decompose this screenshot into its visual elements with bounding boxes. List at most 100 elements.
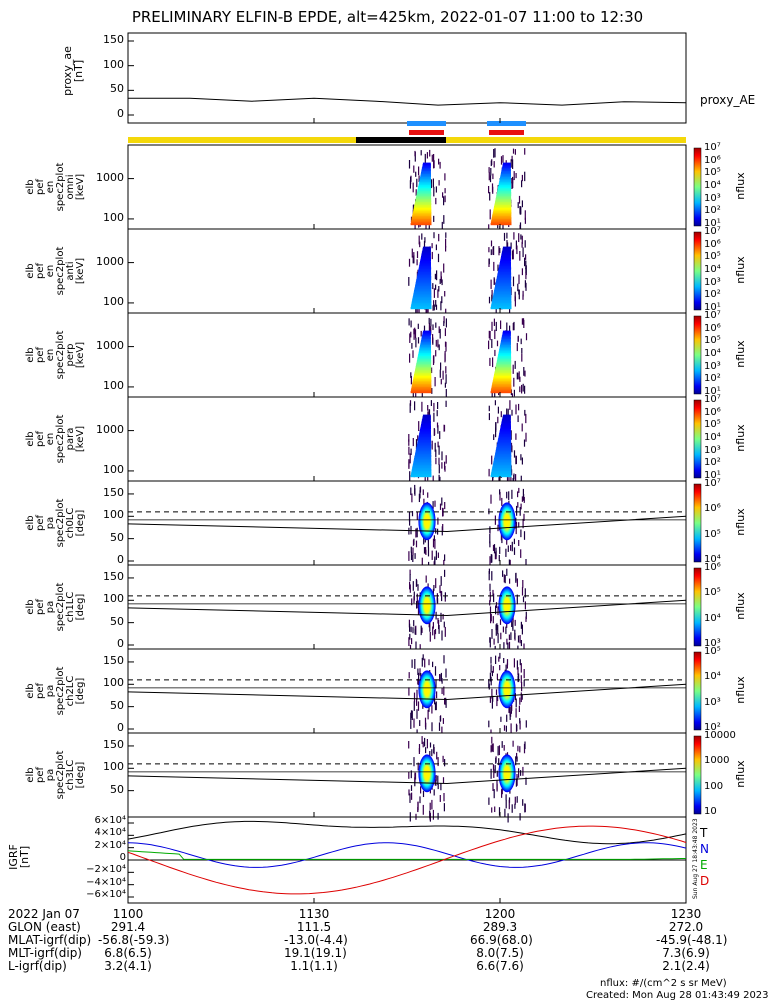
spectrogram-cell xyxy=(411,471,432,475)
spectrogram-speck xyxy=(496,623,498,631)
spectrogram-speck xyxy=(521,242,523,248)
spectrogram-cell xyxy=(499,431,511,434)
spectrogram-speck xyxy=(511,489,513,499)
igrf-tick-label: 0 xyxy=(119,852,126,863)
spectrogram-speck xyxy=(498,246,500,256)
spectrogram-ylabel: elb pef en spec2plot para [keV] xyxy=(25,414,86,464)
spectrogram-cell xyxy=(410,475,432,478)
spectrogram-speck xyxy=(409,633,411,640)
colorbar-tick-label: 100 xyxy=(704,780,724,792)
spectrogram-speck xyxy=(432,661,434,668)
spectrogram-speck xyxy=(498,745,500,756)
spectrogram-speck xyxy=(421,736,423,745)
spectrogram-speck xyxy=(435,457,437,465)
spectrogram-cell xyxy=(418,437,431,440)
spectrogram-speck xyxy=(434,558,436,568)
spectrogram-cell xyxy=(501,254,511,257)
spectrogram-speck xyxy=(418,672,420,680)
colorbar-tick-label: 10⁴ xyxy=(704,671,721,683)
spectrogram-speck xyxy=(427,539,429,548)
spectrogram-speck xyxy=(444,291,446,297)
colorbar-tick-label: 10¹ xyxy=(704,302,721,313)
proxy-ae-tick-label: 0 xyxy=(117,107,124,120)
spectrogram-cell xyxy=(495,196,512,199)
colorbar xyxy=(693,315,702,395)
spectrogram-cell xyxy=(416,277,432,280)
spectrogram-frame xyxy=(127,648,687,734)
colorbar-tick-label: 10⁵ xyxy=(704,251,721,263)
igrf-legend-E: E xyxy=(700,858,708,872)
spectrogram-speck xyxy=(500,716,502,722)
spectrogram-core xyxy=(504,598,510,613)
spectrogram-speck xyxy=(408,637,410,646)
spectrogram-cell xyxy=(410,223,432,226)
spectrogram-speck xyxy=(499,619,502,625)
spectrogram-speck xyxy=(431,749,433,757)
spectrogram-speck xyxy=(491,688,493,699)
spectrogram-speck xyxy=(515,455,517,465)
spectrogram-tick-label: 100 xyxy=(103,508,124,522)
spectrogram-speck xyxy=(489,696,491,703)
spectrogram-speck xyxy=(523,319,525,329)
footer-value: -56.8(-59.3) xyxy=(98,933,170,947)
spectrogram-speck xyxy=(524,240,526,248)
spectrogram-speck xyxy=(506,491,508,499)
spectrogram-speck xyxy=(504,574,506,584)
spectrogram-speck xyxy=(503,642,505,651)
spectrogram-speck xyxy=(520,621,522,629)
spectrogram-speck xyxy=(424,658,426,668)
spectrogram-speck xyxy=(507,642,509,652)
spectrogram-cell xyxy=(491,384,512,387)
spectrogram-cell xyxy=(502,416,511,419)
spectrogram-speck xyxy=(516,756,518,762)
spectrogram-speck xyxy=(432,809,434,820)
spectrogram-speck xyxy=(505,725,507,732)
spectrogram-speck xyxy=(521,235,523,245)
spectrogram-speck xyxy=(442,777,445,784)
spectrogram-speck xyxy=(512,621,514,629)
spectrogram-speck xyxy=(510,711,512,717)
spectrogram-cell xyxy=(492,299,512,302)
spectrogram-speck xyxy=(444,596,446,602)
spectrogram-speck xyxy=(421,627,423,633)
spectrogram-cell xyxy=(415,366,432,369)
spectrogram-speck xyxy=(491,294,493,302)
spectrogram-cell xyxy=(412,299,432,302)
spectrogram-speck xyxy=(438,722,441,731)
colorbar-tick-label: 10² xyxy=(704,722,721,733)
spectrogram-speck xyxy=(489,357,491,366)
spectrogram-cell xyxy=(493,378,512,381)
spectrogram-cell xyxy=(420,341,431,344)
spectrogram-speck xyxy=(410,551,413,561)
spectrogram-speck xyxy=(490,656,492,664)
spectrogram-speck xyxy=(505,664,507,672)
spectrogram-speck xyxy=(519,635,521,644)
spectrogram-speck xyxy=(430,326,432,334)
colorbar-tick-label: 10⁵ xyxy=(704,528,721,540)
spectrogram-speck xyxy=(410,331,412,338)
spectrogram-cell xyxy=(417,272,432,276)
spectrogram-speck xyxy=(488,224,490,233)
spectrogram-speck xyxy=(498,474,500,483)
spectrogram-speck xyxy=(493,278,496,285)
spectrogram-speck xyxy=(439,674,441,682)
loss-cone-line xyxy=(127,683,687,700)
spectrogram-panel-6 xyxy=(127,564,702,654)
spectrogram-speck xyxy=(489,600,491,606)
spectrogram-speck xyxy=(430,400,432,407)
spectrogram-speck xyxy=(408,434,410,442)
spectrogram-speck xyxy=(525,254,527,260)
spectrogram-speck xyxy=(439,328,441,339)
spectrogram-speck xyxy=(415,171,417,177)
spectrogram-speck xyxy=(518,195,521,204)
spectrogram-cell xyxy=(492,296,512,299)
colorbar-label: nflux xyxy=(734,676,747,704)
spectrogram-speck xyxy=(525,272,527,280)
spectrogram-speck xyxy=(509,578,511,584)
spectrogram-speck xyxy=(431,799,433,810)
spectrogram-cell xyxy=(492,383,512,386)
spectrogram-speck xyxy=(424,237,426,243)
spectrogram-speck xyxy=(437,618,439,624)
spectrogram-frame xyxy=(127,396,687,482)
spectrogram-cell xyxy=(412,381,432,384)
